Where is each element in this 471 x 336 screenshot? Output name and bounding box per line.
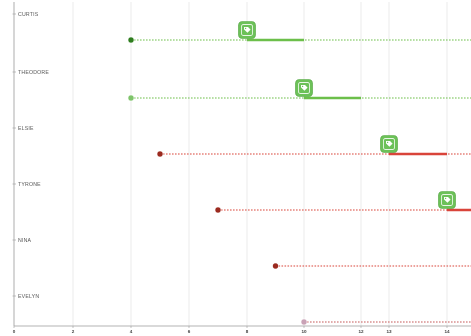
grid-lines [72,2,448,326]
x-tick-label: 6 [188,329,191,334]
x-tick-labels: 0 2 4 6 8 10 12 13 14 [13,326,450,334]
x-tick-label: 4 [130,329,133,334]
start-dot[interactable] [156,150,164,158]
timeline-row-curtis: CURTIS [12,12,471,44]
timeline-row-evelyn: EVELYN [12,294,471,326]
timeline-row-theodore: THEODORE [12,70,471,102]
row-label: NINA [18,238,32,244]
x-tick-label: 10 [301,329,307,334]
tag-icon[interactable] [438,191,456,209]
row-label: TYRONE [18,182,41,188]
timeline-row-nina: NINA [12,238,471,270]
x-tick-label: 14 [444,329,450,334]
timeline-rows: CURTIS THEODORE ELSIE TYRONE NINA EVELYN [12,12,471,326]
row-label: CURTIS [18,12,39,18]
tag-icon[interactable] [295,79,313,97]
start-dot[interactable] [272,262,279,270]
start-dot[interactable] [214,206,222,214]
x-tick-label: 13 [386,329,392,334]
x-tick-label: 2 [72,329,75,334]
x-tick-label: 12 [358,329,364,334]
x-tick-label: 0 [13,329,16,334]
start-dot[interactable] [127,94,135,102]
row-label: THEODORE [18,70,49,76]
start-dot[interactable] [300,318,308,326]
axes [13,2,471,327]
tag-icon[interactable] [380,135,398,153]
row-label: ELSIE [18,126,34,132]
timeline-row-tyrone: TYRONE [12,182,471,214]
row-label: EVELYN [18,294,39,300]
x-tick-label: 8 [246,329,249,334]
tag-icon[interactable] [238,21,256,39]
start-dot[interactable] [127,36,135,44]
timeline-row-elsie: ELSIE [12,126,471,158]
